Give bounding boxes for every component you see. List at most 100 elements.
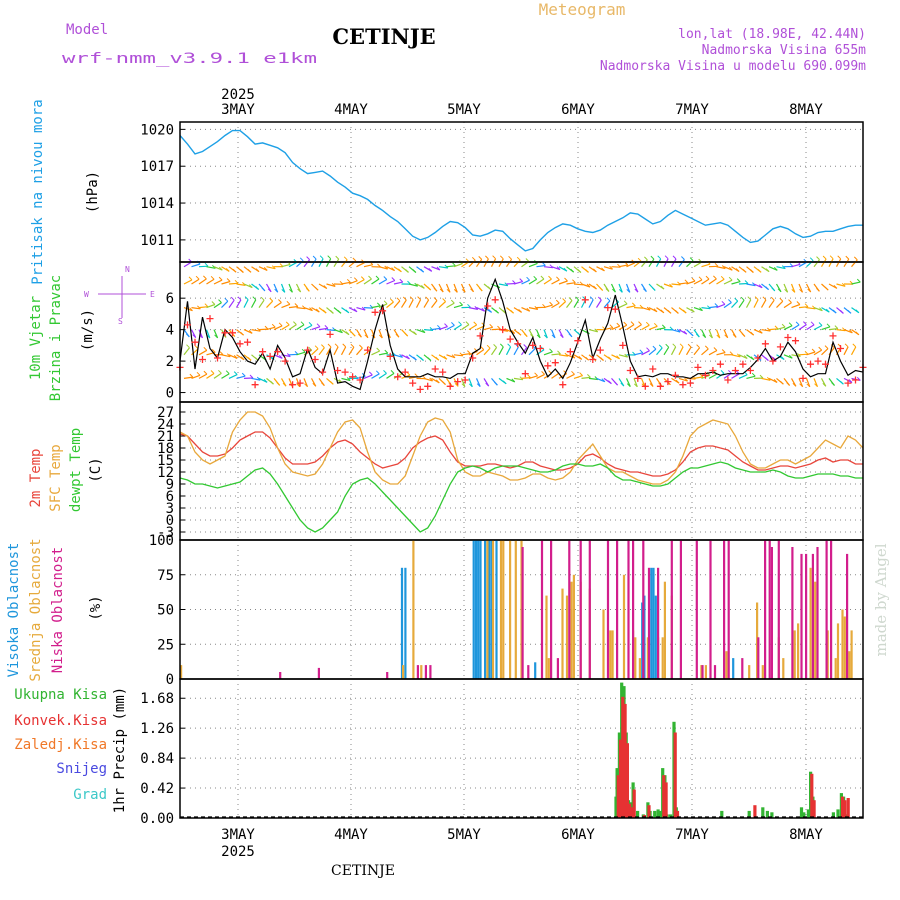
wind-barb-tick [651,287,656,291]
wind-barb [753,283,763,289]
wind-barb-tick [296,383,301,388]
pressure-ylabel: Pritisak na nivou mora [30,99,46,284]
wind-barb-tick [616,322,621,327]
wind-barb-tick [765,357,769,361]
wind-barb-tick [844,343,849,348]
cloud-low-bar [670,540,673,679]
wind-barb-tick [633,383,638,388]
wind-speed-line [179,277,864,391]
wind-barb [618,283,623,293]
wind-barb [836,283,846,287]
wind-barb [371,373,380,379]
wind-barb-tick [696,344,700,349]
wind-gust-marker [214,354,221,362]
wind-gust-marker [724,376,732,384]
ytick-label: 1017 [140,159,174,175]
ytick-label: 6 [166,291,174,307]
wind-gust-marker [641,382,649,390]
wind-barb [393,354,403,358]
temp-unit: (C) [88,457,104,482]
wind-barb [191,263,201,268]
wind-barb-tick [660,309,665,314]
wind-gust-marker [499,326,507,334]
wind-barb-tick [699,307,703,311]
cloud-mid-bar [486,540,489,679]
wind-barb [513,259,521,268]
wind-barb [551,302,560,309]
pressure-yticks: 1011 1014 1017 1020 [140,122,185,249]
wind-barb-tick [645,321,650,326]
wind-barb [386,301,394,309]
wind-barb [798,324,807,331]
wind-barb-tick [196,371,201,376]
wind-barb-tick [226,353,231,358]
wind-barb [670,346,677,356]
cloud-mid-bar [622,574,626,680]
wind-barb-tick [643,288,647,292]
wind-barb [543,351,553,356]
wind-barb-tick [384,265,389,270]
wind-barb [476,259,483,268]
wind-barb [566,373,575,379]
wind-barb-tick [614,381,618,386]
cloud-mid-bar [843,616,846,679]
wind-barb [415,299,422,308]
wind-barb [663,283,673,288]
wind-barb-tick [497,325,501,330]
wind-barb-tick [446,288,451,293]
wind-barb-tick [294,303,299,307]
wind-barb-tick [314,286,319,291]
wind-barb-tick [226,278,231,282]
wind-barb-tick [774,325,779,330]
wind-barb [236,283,246,286]
wind-barb-tick [608,356,612,361]
cloud-low-bar [642,540,645,679]
wind-barb-tick [593,285,597,290]
wind-barb-tick [518,309,522,313]
precip-convective-bar [673,732,677,818]
cloud-low-bar [727,540,730,679]
precip-legend-label: Grad [73,787,107,803]
wind-barb [596,377,606,383]
ytick-label: 1011 [140,233,174,249]
wind-barb [813,324,823,331]
cloud-low-bar [550,540,553,679]
precip-convective-bar [664,782,668,818]
wind-barb-tick [487,286,492,290]
wind-barb-tick [247,268,252,273]
wind-barb [723,279,733,285]
wind-barb-tick [786,382,790,386]
wind-barb-tick [541,371,545,375]
wind-barb [648,258,655,268]
wind-barb-tick [329,380,334,385]
wind-barb [468,378,473,388]
wind-barb [311,326,321,331]
cloud-mid-bar [561,588,564,679]
wind-barb-tick [435,356,440,361]
wind-barb-tick [709,334,713,339]
cloud-low-bar [647,567,651,679]
wind-barb [543,266,553,269]
precip-total-bar [653,810,657,818]
wind-barb [783,302,792,309]
wind-barb-tick [837,255,842,260]
wind-barb [693,376,703,379]
wind-barb [370,329,376,339]
wind-barb [288,305,298,309]
wind-barb-tick [623,321,628,326]
wind-barb-tick [684,279,689,284]
wind-barb-tick [218,276,223,281]
wind-barb-tick [791,289,796,293]
wind-barb [356,347,363,356]
wind-barb [483,347,491,356]
wind-barb-tick [780,380,784,385]
wind-barb [776,300,784,309]
wind-barb-tick [548,275,552,280]
wind-gust-marker [334,367,342,374]
wind-barb [783,283,789,293]
wind-barb-tick [437,324,441,329]
wind-barb [333,329,343,334]
wind-barb-tick [601,378,606,383]
cloud-high-bar [534,662,537,679]
